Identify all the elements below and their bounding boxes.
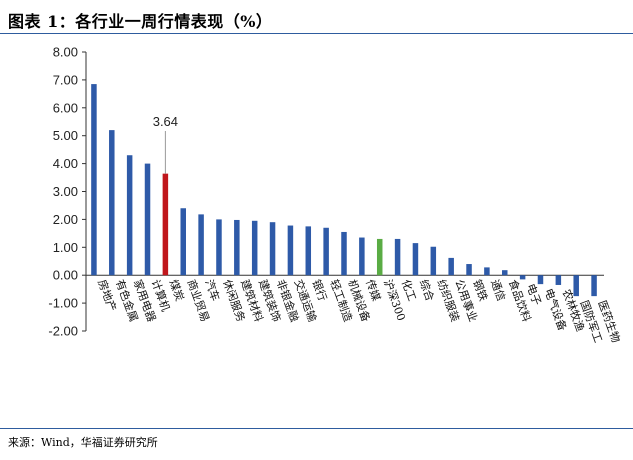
x-tick-label: 综合 [417,277,438,302]
y-tick-label: -2.00 [48,324,78,339]
y-tick-label: 8.00 [53,45,78,60]
bar-公用事业 [448,257,454,276]
bar-机械设备 [341,231,347,276]
bar-传媒 [359,237,365,276]
bar-钢铁 [466,264,472,276]
bar-农林牧渔 [555,275,562,285]
source-note: 来源：Wind，华福证券研究所 [8,436,158,449]
bar-医药生物 [591,275,597,297]
y-tick-label: 7.00 [53,72,78,87]
bar-纺织服装 [430,246,437,276]
bar-非银金融 [269,222,276,276]
x-tick-label: 通信 [488,278,508,303]
y-tick-label: 0.00 [53,268,78,283]
bar-化工 [394,238,401,276]
chart-title: 图表 1：各行业一周行情表现（%） [8,12,273,31]
bar-房地产 [91,84,97,276]
bar-有色金属 [109,130,115,276]
bar-交通运输 [287,225,294,276]
bar-电气设备 [537,275,544,285]
y-tick-label: 3.00 [53,184,78,199]
y-tick-label: 6.00 [53,100,78,115]
bar-建筑材料 [234,219,240,276]
bar-通信 [484,267,490,276]
bar-煤炭 [162,173,169,276]
bar-轻工制造 [323,227,329,276]
bar-家用电器 [126,155,133,276]
y-tick-label: 5.00 [53,128,78,143]
y-tick-label: -1.00 [48,296,78,311]
title-rule [0,33,633,34]
bar-综合 [412,243,419,276]
bar-电子 [519,275,526,280]
bar-银行 [305,226,312,276]
bar-休闲服务 [216,219,222,276]
bar-国防军工 [573,275,579,297]
bar-食品饮料 [502,270,508,276]
bar-计算机 [144,163,151,276]
bar-汽车 [198,214,204,276]
data-label-highlight: 3.64 [153,114,178,129]
bar-商业贸易 [180,208,186,276]
bar-建筑装饰 [251,220,258,276]
y-tick-label: 4.00 [53,156,78,171]
bar-chart: -2.00 -1.00 0.00 1.00 2.00 3.00 4.00 5.00 6.00 7.… [48,45,623,345]
footer-rule [0,428,633,429]
y-tick-label: 1.00 [53,240,78,255]
y-tick-label: 2.00 [53,212,78,227]
bar-沪深300 [376,238,383,276]
